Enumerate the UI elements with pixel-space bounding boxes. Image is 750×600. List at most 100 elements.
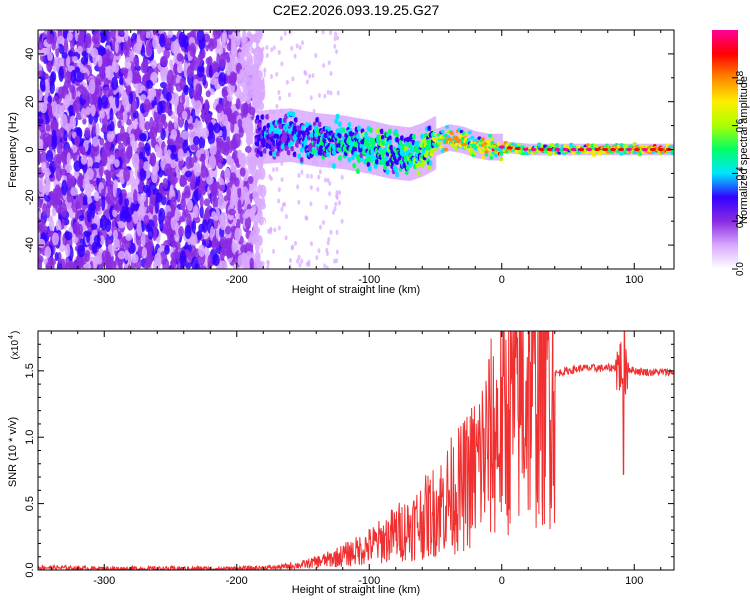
- noise-cell: [170, 196, 177, 212]
- noise-cell: [106, 131, 115, 143]
- noise-cell: [198, 244, 206, 257]
- x-tick-label: 0: [499, 274, 505, 286]
- noise-cell: [38, 118, 44, 125]
- noise-cell: [178, 32, 187, 48]
- noise-cell: [139, 30, 147, 42]
- noise-cell: [111, 219, 116, 228]
- noise-cell: [64, 71, 73, 85]
- noise-cell: [158, 207, 166, 223]
- noise-cell: [210, 194, 217, 202]
- signal-peak: [506, 146, 513, 150]
- noise-cell: [44, 246, 52, 259]
- noise-cell: [272, 45, 276, 51]
- noise-cell: [133, 56, 138, 65]
- noise-cell: [227, 208, 236, 216]
- signal-peak: [618, 147, 624, 152]
- noise-cell: [260, 197, 266, 206]
- noise-cell: [178, 225, 184, 238]
- noise-cell: [67, 50, 74, 57]
- noise-cell: [58, 44, 65, 55]
- noise-cell: [48, 190, 55, 199]
- noise-cell: [232, 134, 237, 147]
- signal-peak: [586, 147, 593, 152]
- noise-cell: [179, 216, 184, 223]
- noise-cell: [169, 184, 174, 197]
- noise-cell: [196, 229, 203, 241]
- noise-cell: [275, 71, 279, 77]
- noise-cell: [152, 225, 158, 242]
- noise-cell: [219, 247, 225, 261]
- noise-cell: [49, 258, 57, 266]
- noise-cell: [72, 56, 78, 63]
- noise-cell: [231, 184, 236, 199]
- noise-cell: [138, 132, 147, 141]
- noise-cell: [257, 91, 265, 102]
- noise-cell: [75, 200, 81, 210]
- noise-cell: [64, 231, 70, 238]
- noise-cell: [167, 120, 173, 132]
- noise-cell: [144, 71, 149, 80]
- noise-cell: [129, 133, 136, 147]
- noise-cell: [200, 164, 207, 179]
- noise-cell: [234, 158, 240, 167]
- noise-cell: [199, 147, 205, 155]
- colorbar-label: Normalized spectral amplitude: [738, 76, 750, 224]
- noise-cell: [74, 135, 80, 148]
- noise-cell: [250, 78, 257, 85]
- noise-cell: [184, 224, 192, 240]
- noise-cell: [119, 30, 125, 36]
- noise-cell: [211, 236, 217, 252]
- noise-cell: [245, 128, 250, 139]
- noise-cell: [61, 86, 68, 93]
- noise-cell: [124, 151, 131, 164]
- noise-cell: [189, 179, 196, 191]
- noise-cell: [164, 101, 170, 114]
- noise-cell: [134, 178, 140, 186]
- noise-cell: [118, 192, 123, 206]
- noise-cell: [130, 99, 137, 114]
- noise-cell: [115, 92, 120, 109]
- noise-cell: [201, 110, 206, 123]
- noise-cell: [316, 186, 320, 192]
- noise-cell: [166, 230, 172, 239]
- noise-cell: [90, 47, 99, 59]
- noise-cell: [165, 41, 171, 49]
- noise-cell: [170, 257, 177, 269]
- noise-cell: [219, 260, 227, 269]
- noise-cell: [126, 85, 132, 94]
- noise-cell: [318, 92, 322, 98]
- noise-cell: [213, 71, 220, 78]
- noise-cell: [194, 263, 201, 269]
- noise-cell: [223, 240, 231, 254]
- y-scale-factor: (x10 4 ): [8, 331, 21, 360]
- noise-cell: [143, 98, 151, 113]
- noise-cell: [340, 174, 344, 180]
- noise-cell: [142, 161, 151, 172]
- noise-cell: [80, 154, 88, 165]
- noise-cell: [300, 169, 304, 175]
- noise-cell: [328, 191, 332, 197]
- signal-peak: [633, 147, 640, 152]
- noise-cell: [279, 35, 283, 41]
- noise-cell: [194, 100, 202, 114]
- noise-cell: [177, 65, 183, 74]
- noise-cell: [160, 56, 168, 67]
- noise-cell: [42, 203, 47, 217]
- noise-cell: [208, 64, 213, 79]
- noise-cell: [288, 257, 292, 263]
- noise-cell: [113, 238, 120, 248]
- noise-cell: [335, 190, 339, 196]
- noise-cell: [58, 66, 64, 82]
- noise-cell: [159, 33, 166, 48]
- noise-cell: [145, 253, 154, 265]
- y-scale-close-paren: ): [10, 331, 21, 334]
- noise-cell: [283, 30, 287, 36]
- noise-cell: [177, 148, 184, 162]
- signal-peak: [554, 147, 561, 152]
- noise-cell: [139, 94, 147, 102]
- noise-cell: [230, 39, 237, 55]
- noise-cell: [234, 227, 241, 243]
- noise-cell: [87, 184, 95, 193]
- noise-cell: [60, 113, 68, 130]
- noise-cell: [159, 68, 168, 78]
